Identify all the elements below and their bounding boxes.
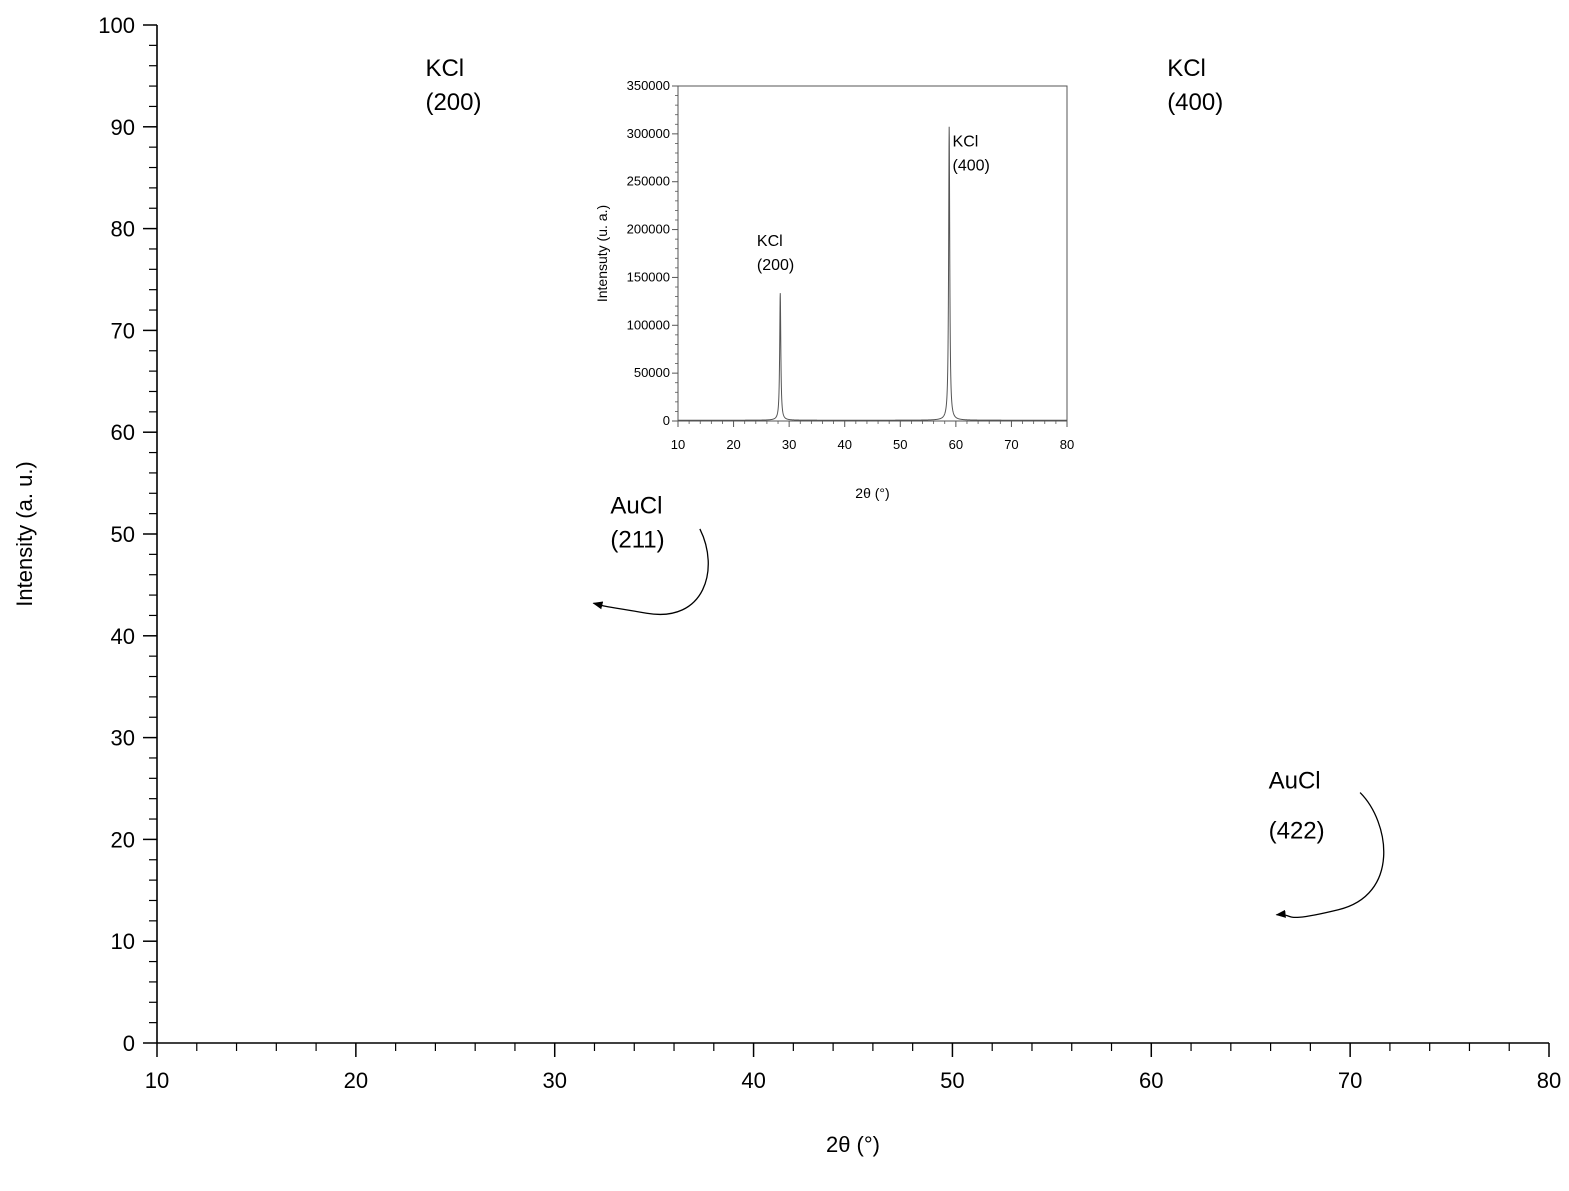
inset-y-tick-label: 0 <box>663 413 670 428</box>
inset-frame <box>677 85 1068 422</box>
main-annotation-arrow <box>592 528 709 616</box>
main-annotation-arrow <box>1275 792 1385 919</box>
inset-y-axis-title: Intensuty (u. a.) <box>594 205 610 302</box>
main-peak-label-name: AuCl <box>610 493 662 520</box>
main-x-tick-label: 30 <box>542 1068 566 1093</box>
inset-peak-label-index: (200) <box>757 257 794 274</box>
main-y-axis-title: Intensity (a. u.) <box>12 461 37 607</box>
main-y-tick-label: 60 <box>111 420 135 445</box>
main-y-tick-label: 10 <box>111 929 135 954</box>
main-y-tick-label: 40 <box>111 624 135 649</box>
inset-series-line <box>678 126 1067 421</box>
main-y-tick-label: 90 <box>111 115 135 140</box>
inset-x-tick-label: 40 <box>837 437 851 452</box>
main-x-tick-label: 40 <box>741 1068 765 1093</box>
main-x-tick-label: 20 <box>344 1068 368 1093</box>
main-plot: 10 20 30 40 50 60 70 8001020304050607080901002θ… <box>12 13 1561 1157</box>
inset-peak-label-name: KCl <box>757 233 783 250</box>
main-peak-label-name: KCl <box>1167 55 1206 82</box>
inset-x-tick-label: 60 <box>949 437 963 452</box>
main-peak-label-name: KCl <box>425 55 464 82</box>
main-peak-label-index: (400) <box>1167 89 1223 116</box>
main-y-tick-label: 30 <box>111 726 135 751</box>
inset-x-tick-label: 20 <box>726 437 740 452</box>
main-peak-label-index: (211) <box>610 527 664 554</box>
main-peak-label-index: (200) <box>425 89 481 116</box>
inset-y-tick-label: 300000 <box>627 126 670 141</box>
main-x-tick-label: 50 <box>940 1068 964 1093</box>
inset-x-tick-label: 10 <box>671 437 685 452</box>
inset-x-tick-label: 50 <box>893 437 907 452</box>
main-x-tick-label: 80 <box>1537 1068 1561 1093</box>
inset-peak-label-index: (400) <box>953 157 990 174</box>
main-y-tick-label: 100 <box>98 13 135 38</box>
inset-x-tick-label: 70 <box>1004 437 1018 452</box>
inset-y-tick-label: 150000 <box>627 269 670 284</box>
inset-x-tick-label: 30 <box>782 437 796 452</box>
inset-x-axis-title: 2θ (°) <box>855 485 889 501</box>
main-x-tick-label: 70 <box>1338 1068 1362 1093</box>
main-peak-label-name: AuCl <box>1269 768 1321 795</box>
main-peak-label-index: (422) <box>1269 818 1325 845</box>
main-y-tick-label: 70 <box>111 318 135 343</box>
main-x-tick-label: 10 <box>145 1068 169 1093</box>
inset-x-tick-label: 80 <box>1060 437 1074 452</box>
main-y-tick-label: 80 <box>111 217 135 242</box>
inset-peak-label-name: KCl <box>953 133 979 150</box>
inset-y-tick-label: 100000 <box>627 317 670 332</box>
inset-y-tick-label: 50000 <box>634 365 670 380</box>
main-x-tick-label: 60 <box>1139 1068 1163 1093</box>
main-y-tick-label: 0 <box>123 1031 135 1056</box>
main-x-axis-title: 2θ (°) <box>826 1132 880 1157</box>
inset-y-tick-label: 350000 <box>627 78 670 93</box>
main-y-tick-label: 50 <box>111 522 135 547</box>
inset-y-tick-label: 200000 <box>627 222 670 237</box>
inset-plot: 10 20 30 40 50 60 70 80 0 50000 100000 150000 200000… <box>594 78 1074 501</box>
inset-y-tick-label: 250000 <box>627 174 670 189</box>
main-y-tick-label: 20 <box>111 827 135 852</box>
